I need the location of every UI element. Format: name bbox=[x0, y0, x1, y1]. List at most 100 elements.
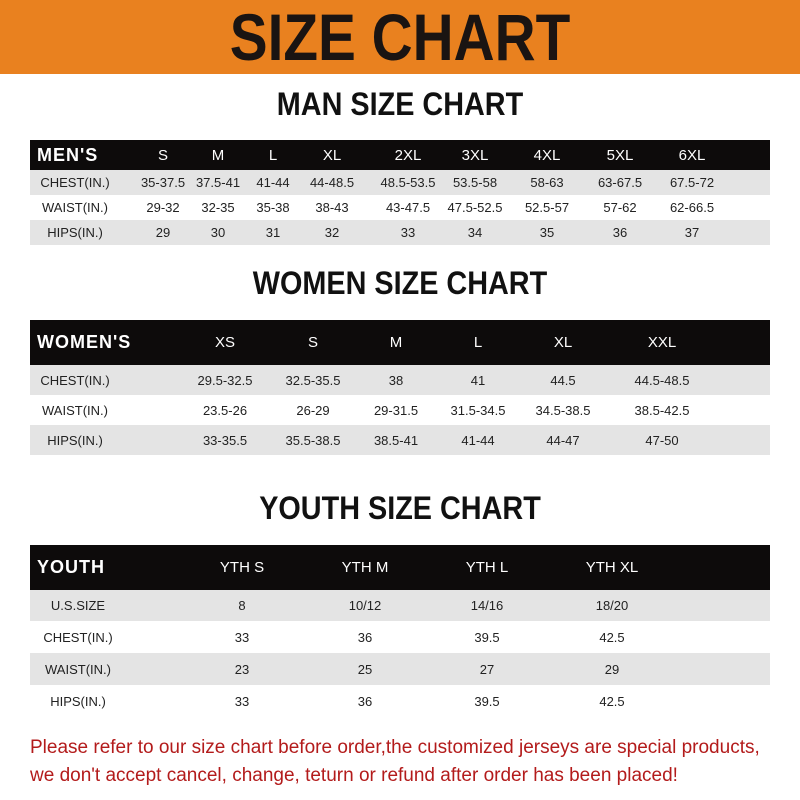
size-header: YTH L bbox=[465, 559, 509, 576]
table-cell: 26-29 bbox=[296, 402, 330, 418]
table-cell: 39.5 bbox=[474, 629, 500, 645]
size-header: S bbox=[307, 334, 319, 351]
table-cell: 31 bbox=[265, 225, 281, 240]
table-cell: 35.5-38.5 bbox=[285, 432, 341, 448]
table-cell: 33 bbox=[400, 225, 416, 240]
youth-section-title: YOUTH SIZE CHART bbox=[259, 490, 541, 526]
table-cell: 34 bbox=[467, 225, 483, 240]
table-cell: 29-31.5 bbox=[373, 402, 419, 418]
table-cell: 8 bbox=[238, 598, 246, 613]
size-header: XL bbox=[322, 146, 342, 164]
table-cell: 32-35 bbox=[201, 200, 235, 215]
table-cell: 29.5-32.5 bbox=[197, 372, 253, 388]
size-header: S bbox=[157, 146, 169, 164]
table-cell: 47.5-52.5 bbox=[447, 200, 503, 215]
table-cell: 67.5-72 bbox=[669, 175, 715, 190]
table-cell: 30 bbox=[210, 225, 226, 240]
table-cell: 41-44 bbox=[461, 432, 495, 448]
measurement-label: WAIST(IN.) bbox=[42, 402, 108, 418]
size-header: L bbox=[268, 146, 278, 164]
table-cell: 43-47.5 bbox=[385, 200, 431, 215]
table-cell: 58-63 bbox=[530, 175, 564, 190]
table-cell: 25 bbox=[357, 661, 373, 677]
measurement-label: U.S.SIZE bbox=[50, 598, 106, 613]
notice-line-2: we don't accept cancel, change, teturn o… bbox=[30, 765, 678, 786]
table-cell: 42.5 bbox=[599, 694, 625, 709]
table-cell: 35-37.5 bbox=[140, 175, 186, 190]
table-cell: 38.5-42.5 bbox=[634, 402, 690, 418]
table-cell: 44.5 bbox=[550, 372, 576, 388]
table-cell: 31.5-34.5 bbox=[450, 402, 506, 418]
women-section-title: WOMEN SIZE CHART bbox=[252, 265, 548, 301]
size-header: M bbox=[211, 146, 225, 164]
size-header: 6XL bbox=[678, 146, 706, 164]
table-cell: 53.5-58 bbox=[452, 175, 498, 190]
table-row: WAIST(IN.) 29-32 32-35 35-38 38-43 43-47.5 47.… bbox=[30, 195, 770, 220]
table-cell: 44-47 bbox=[546, 432, 580, 448]
measurement-label: CHEST(IN.) bbox=[43, 629, 113, 645]
table-cell: 33 bbox=[234, 629, 250, 645]
measurement-label: HIPS(IN.) bbox=[50, 694, 106, 709]
table-row: WAIST(IN.) 23.5-26 26-29 29-31.5 31.5-34.5 34… bbox=[30, 395, 770, 425]
table-cell: 32 bbox=[324, 225, 340, 240]
table-cell: 37 bbox=[684, 225, 700, 240]
table-cell: 36 bbox=[612, 225, 628, 240]
table-cell: 47-50 bbox=[645, 432, 679, 448]
size-header: 4XL bbox=[533, 146, 561, 164]
size-header: YTH M bbox=[341, 559, 389, 576]
table-cell: 36 bbox=[357, 694, 373, 709]
table-cell: 35-38 bbox=[256, 200, 290, 215]
table-row: HIPS(IN.) 33-35.5 35.5-38.5 38.5-41 41-44 44-… bbox=[30, 425, 770, 455]
table-label: MEN'S bbox=[37, 144, 99, 165]
table-row: WAIST(IN.) 23 25 27 29 bbox=[30, 653, 770, 685]
table-cell: 14/16 bbox=[470, 598, 504, 613]
table-cell: 38.5-41 bbox=[373, 432, 419, 448]
table-cell: 29 bbox=[604, 661, 620, 677]
size-header: XL bbox=[553, 334, 573, 351]
men-header-row: MEN'S S M L XL 2XL 3XL 4XL 5XL 6XL bbox=[30, 140, 770, 170]
table-cell: 32.5-35.5 bbox=[285, 372, 341, 388]
table-cell: 42.5 bbox=[599, 629, 625, 645]
size-header: 5XL bbox=[606, 146, 634, 164]
table-cell: 23 bbox=[234, 661, 250, 677]
table-cell: 38 bbox=[388, 372, 404, 388]
notice-line-1: Please refer to our size chart before or… bbox=[30, 737, 760, 758]
table-cell: 44-48.5 bbox=[309, 175, 355, 190]
table-cell: 62-66.5 bbox=[669, 200, 715, 215]
size-header: YTH XL bbox=[585, 559, 639, 576]
size-header: XS bbox=[214, 334, 236, 351]
table-cell: 18/20 bbox=[595, 598, 629, 613]
table-row: CHEST(IN.) 33 36 39.5 42.5 bbox=[30, 621, 770, 653]
size-header: L bbox=[473, 334, 483, 351]
size-header: XXL bbox=[647, 334, 677, 351]
table-cell: 52.5-57 bbox=[524, 200, 570, 215]
table-row: HIPS(IN.) 29 30 31 32 33 34 35 36 37 bbox=[30, 220, 770, 245]
main-title: SIZE CHART bbox=[229, 0, 571, 74]
table-label: YOUTH bbox=[37, 557, 105, 577]
table-cell: 33-35.5 bbox=[202, 432, 248, 448]
table-cell: 34.5-38.5 bbox=[535, 402, 591, 418]
table-cell: 41 bbox=[470, 372, 486, 388]
table-row: U.S.SIZE 8 10/12 14/16 18/20 bbox=[30, 590, 770, 621]
table-cell: 37.5-41 bbox=[195, 175, 241, 190]
size-header: 2XL bbox=[394, 146, 422, 164]
table-cell: 39.5 bbox=[474, 694, 500, 709]
table-label: WOMEN'S bbox=[37, 332, 132, 352]
men-section-title: MAN SIZE CHART bbox=[276, 86, 524, 122]
size-header: YTH S bbox=[219, 559, 265, 576]
table-cell: 23.5-26 bbox=[202, 402, 248, 418]
measurement-label: HIPS(IN.) bbox=[47, 432, 103, 448]
size-header: 3XL bbox=[461, 146, 489, 164]
table-cell: 27 bbox=[479, 661, 495, 677]
table-cell: 33 bbox=[234, 694, 250, 709]
size-header: M bbox=[389, 334, 403, 351]
youth-header-row: YOUTH YTH S YTH M YTH L YTH XL bbox=[30, 545, 770, 590]
table-cell: 38-43 bbox=[315, 200, 349, 215]
women-header-row: WOMEN'S XS S M L XL XXL bbox=[30, 320, 770, 365]
table-row: HIPS(IN.) 33 36 39.5 42.5 bbox=[30, 685, 770, 718]
table-cell: 36 bbox=[357, 629, 373, 645]
table-cell: 29-32 bbox=[146, 200, 180, 215]
table-cell: 41-44 bbox=[256, 175, 290, 190]
measurement-label: WAIST(IN.) bbox=[45, 661, 111, 677]
table-cell: 48.5-53.5 bbox=[380, 175, 436, 190]
